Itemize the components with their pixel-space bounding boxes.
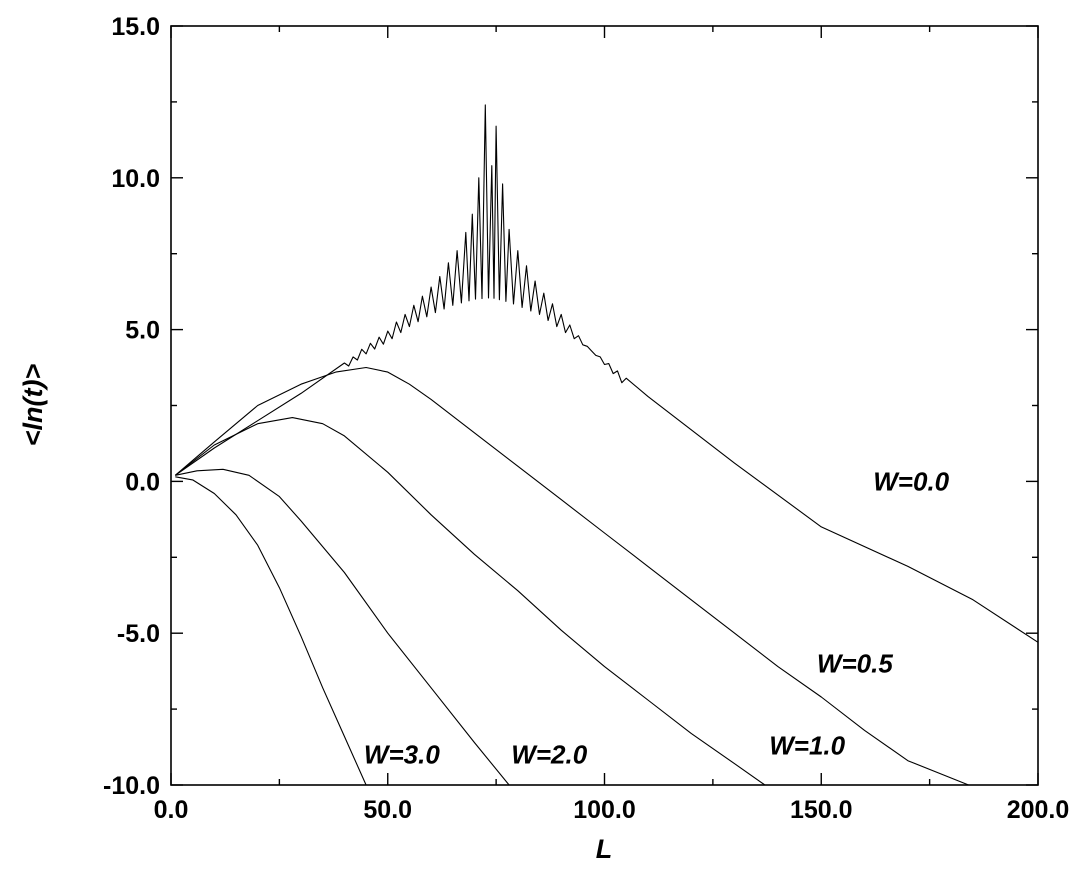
- series-line: [175, 468, 510, 786]
- y-tick-label: -5.0: [117, 620, 160, 648]
- y-tick-label: 5.0: [125, 317, 160, 345]
- x-tick-label: 0.0: [154, 796, 189, 824]
- y-tick-label: 15.0: [111, 13, 160, 41]
- y-tick-labels: -10.0 -5.0 0.0 5.0 10.0 15.0: [103, 13, 160, 800]
- series-line: [174, 366, 969, 786]
- plot-frame: [170, 25, 1039, 786]
- y-tick-label: -10.0: [103, 772, 160, 800]
- y-tick-label: 10.0: [111, 165, 160, 193]
- x-tick-label: 50.0: [363, 796, 412, 824]
- axis-ticks: [170, 25, 1039, 786]
- series-line: [174, 417, 766, 786]
- y-tick-label: 0.0: [125, 468, 160, 496]
- x-tick-label: 100.0: [573, 796, 636, 824]
- x-tick-labels: 0.0 50.0 100.0 150.0 200.0: [154, 796, 1070, 824]
- series-label: W=0.0: [873, 467, 949, 497]
- x-tick-label: 200.0: [1007, 796, 1070, 824]
- series-label: W=3.0: [364, 740, 440, 770]
- x-tick-label: 150.0: [790, 796, 853, 824]
- series-label: W=1.0: [769, 731, 845, 761]
- series-line: [175, 476, 367, 786]
- x-axis-label: L: [596, 834, 613, 864]
- series-label: W=2.0: [511, 740, 587, 770]
- y-axis-label: <ln(t)>: [18, 364, 48, 447]
- series-labels: W=0.0 W=0.5 W=1.0 W=2.0 W=3.0: [364, 467, 950, 770]
- series-line: [174, 104, 1039, 643]
- series-label: W=0.5: [817, 649, 893, 679]
- series-lines: [174, 104, 1039, 786]
